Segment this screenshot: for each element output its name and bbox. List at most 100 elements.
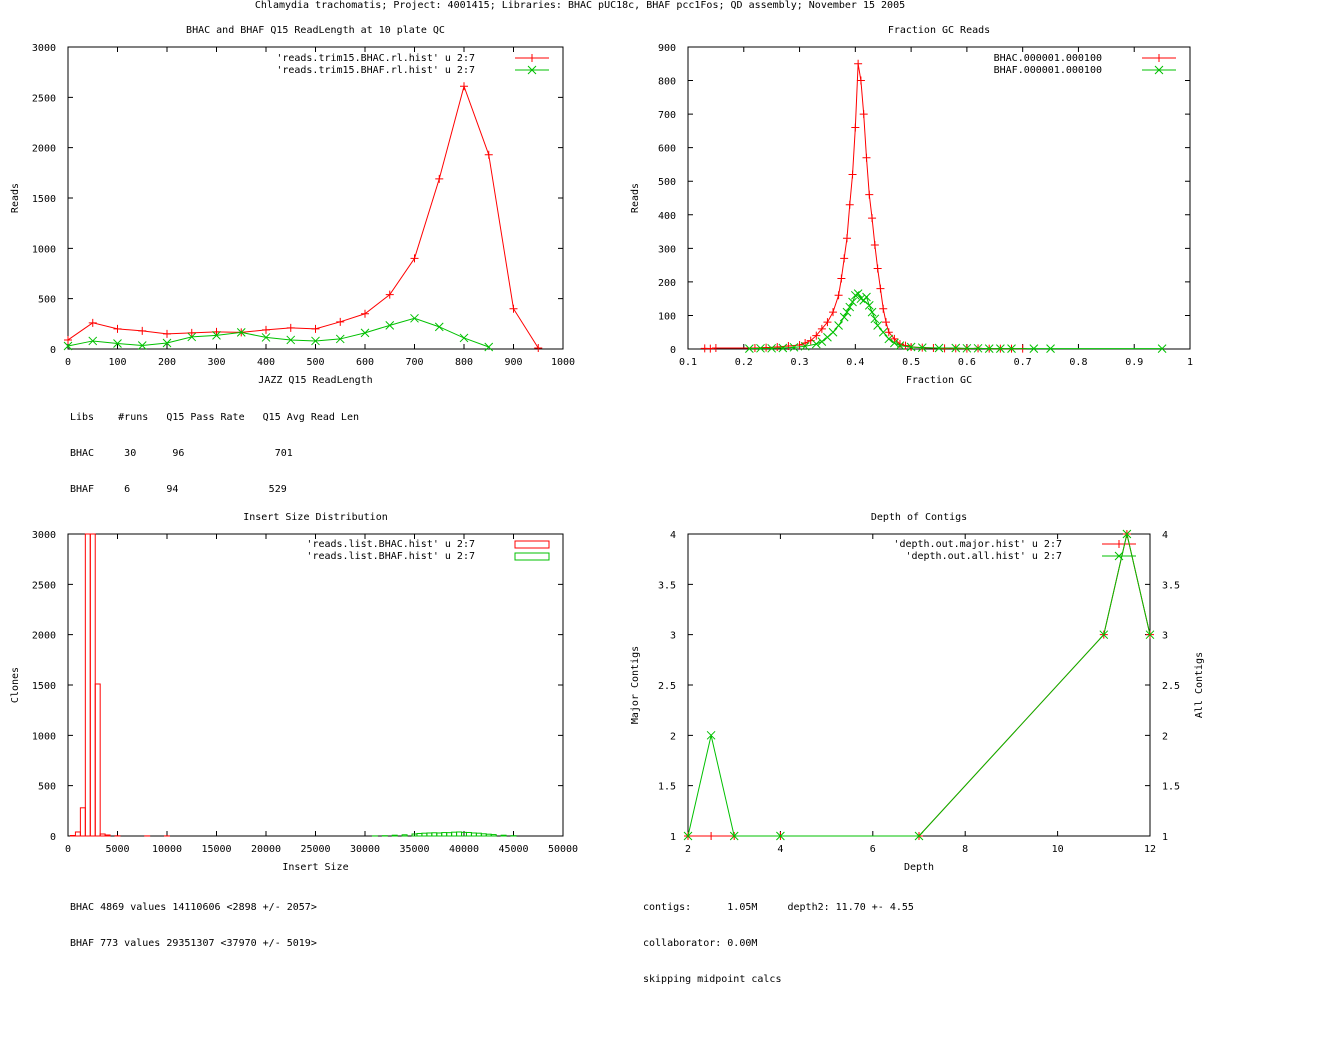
- data-point: [707, 832, 716, 840]
- data-point: [435, 174, 444, 183]
- data-point: [683, 831, 693, 841]
- depth-stats-line: skipping midpoint calcs: [643, 974, 782, 985]
- data-point: [876, 284, 885, 293]
- data-point: [1155, 54, 1163, 62]
- y-tick-label: 1000: [32, 244, 56, 255]
- histogram-bar: [391, 834, 398, 837]
- data-point: [88, 318, 97, 327]
- chart-title: Fraction GC Reads: [888, 25, 990, 36]
- data-point: [884, 334, 894, 344]
- y-tick-label: 400: [658, 211, 676, 222]
- x-tick-label: 0.7: [1014, 357, 1032, 368]
- y-tick-label: 900: [658, 43, 676, 54]
- histogram-bar: [451, 831, 458, 837]
- data-point: [534, 343, 543, 352]
- y-tick-label: 2000: [32, 144, 56, 155]
- x-tick-label: 8: [962, 844, 968, 855]
- data-point: [845, 200, 854, 209]
- data-point: [1046, 344, 1055, 354]
- chart-title: BHAC and BHAF Q15 ReadLength at 10 plate…: [186, 25, 445, 36]
- data-point: [906, 342, 916, 352]
- data-point: [729, 831, 739, 841]
- data-point: [845, 302, 855, 312]
- data-point: [850, 290, 860, 300]
- x-tick-label: 35000: [399, 844, 429, 855]
- y-tick-label: 700: [658, 110, 676, 121]
- histogram-bar: [99, 833, 106, 837]
- data-point: [864, 301, 874, 310]
- data-point: [113, 339, 122, 348]
- data-point: [484, 342, 494, 352]
- y-tick-label: 800: [658, 77, 676, 88]
- x-tick-label: 900: [504, 357, 522, 368]
- x-tick-label: 0.6: [958, 357, 976, 368]
- data-point: [385, 320, 395, 330]
- y-tick-label: 2500: [32, 93, 56, 104]
- data-point: [812, 331, 821, 340]
- data-point: [856, 76, 865, 85]
- plot-frame: [67, 533, 564, 837]
- x-tick-label: 0.4: [846, 357, 864, 368]
- legend-label: 'reads.list.BHAC.hist' u 2:7: [306, 539, 475, 550]
- data-point: [361, 309, 369, 318]
- data-point: [870, 240, 879, 249]
- x-tick-label: 45000: [498, 844, 528, 855]
- x-tick-label: 0.5: [902, 357, 920, 368]
- insert-stats-line: BHAC 4869 values 14110606 <2898 +/- 2057…: [70, 902, 317, 913]
- histogram-bar: [416, 832, 423, 837]
- legend-label: 'reads.trim15.BHAC.rl.hist' u 2:7: [276, 53, 475, 64]
- histogram-bar: [84, 533, 91, 837]
- data-point: [884, 328, 893, 337]
- data-point: [996, 344, 1005, 354]
- histogram-bar: [470, 832, 477, 837]
- data-point: [1029, 344, 1039, 354]
- data-point: [867, 307, 877, 317]
- histogram-bar: [436, 832, 443, 837]
- y-tick-label: 100: [658, 311, 676, 322]
- histogram-bar: [456, 831, 463, 837]
- x-tick-label: 800: [455, 357, 473, 368]
- data-point: [778, 343, 788, 353]
- data-point: [509, 304, 518, 313]
- data-point: [1115, 540, 1123, 548]
- insert-stats: BHAC 4869 values 14110606 <2898 +/- 2057…: [70, 878, 317, 962]
- data-point: [776, 831, 785, 841]
- page-title: Chlamydia trachomatis; Project: 4001415;…: [254, 0, 906, 11]
- x-tick-label: 700: [405, 357, 423, 368]
- x-tick-label: 600: [356, 357, 374, 368]
- data-point: [767, 343, 777, 353]
- y-tick-label: 1.5: [658, 782, 676, 793]
- histogram-bar: [94, 683, 101, 837]
- data-point: [212, 327, 221, 336]
- y2-tick-label: 2.5: [1162, 681, 1180, 692]
- x-tick-label: 0.8: [1069, 357, 1087, 368]
- x-tick-label: 15000: [201, 844, 231, 855]
- depth-stats-line: collaborator: 0.00M: [643, 938, 758, 949]
- histogram-bar: [431, 832, 438, 837]
- histogram-bar: [401, 834, 408, 837]
- x-axis-label: Insert Size: [282, 862, 348, 873]
- data-point: [1145, 630, 1155, 640]
- data-point: [854, 59, 863, 68]
- data-point: [745, 344, 754, 354]
- x-tick-label: 1000: [551, 357, 575, 368]
- legend-label: 'depth.out.major.hist' u 2:7: [893, 539, 1062, 550]
- y-axis-label: Reads: [10, 183, 21, 213]
- plot-frame: [687, 46, 1191, 350]
- read-length-stats-row: BHAF 6 94 529: [70, 484, 287, 495]
- x-tick-label: 0.1: [679, 357, 697, 368]
- data-point: [934, 343, 944, 353]
- data-point: [962, 343, 972, 353]
- histogram-bar: [465, 831, 472, 837]
- data-point: [410, 313, 419, 323]
- y-tick-label: 600: [658, 144, 676, 155]
- histogram-bar: [490, 834, 497, 837]
- data-point: [88, 336, 98, 346]
- y-tick-label: 2500: [32, 580, 56, 591]
- data-point: [1099, 630, 1109, 640]
- series-line: [688, 533, 1151, 837]
- legend-label: BHAC.000001.000100: [994, 53, 1102, 64]
- plot-frame: [67, 46, 564, 350]
- insert-stats-line: BHAF 773 values 29351307 <37970 +/- 5019…: [70, 938, 317, 949]
- depth-stats: contigs: 1.05M depth2: 11.70 +- 4.55 col…: [643, 878, 914, 998]
